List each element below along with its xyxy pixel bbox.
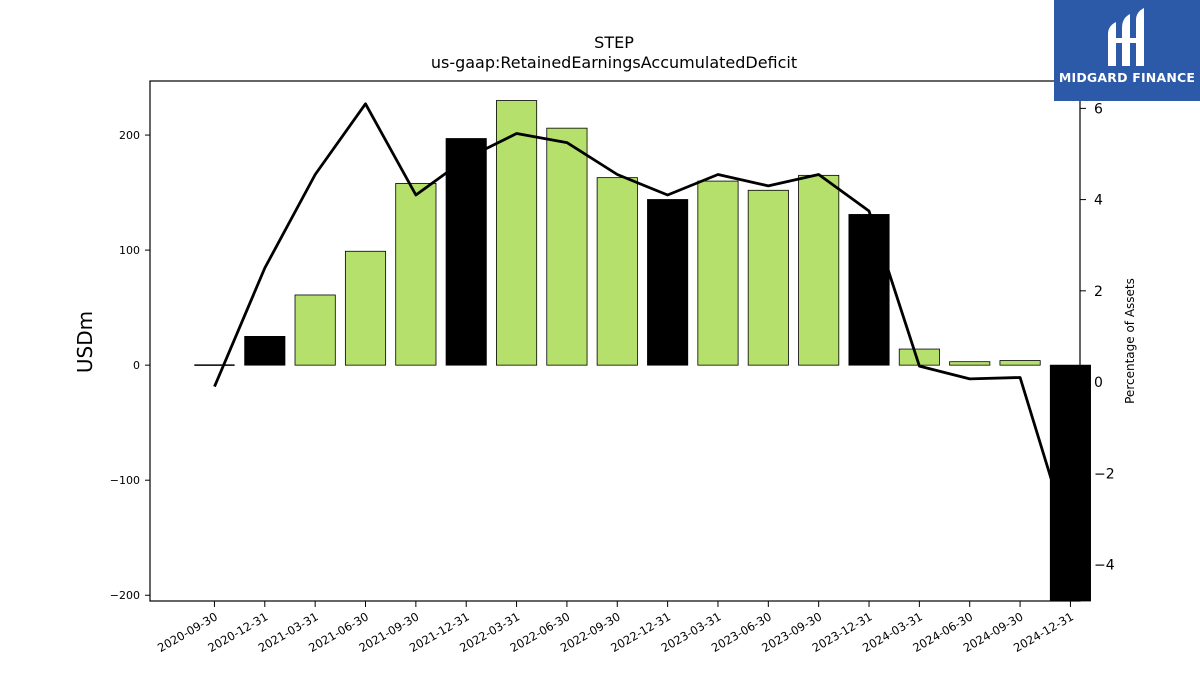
bar xyxy=(747,189,789,366)
y-tick-label-right: −2 xyxy=(1094,466,1115,482)
y-tick-label-left: 100 xyxy=(119,244,140,257)
logo-text: MIDGARD FINANCE xyxy=(1058,70,1196,85)
y-tick-label-left: −100 xyxy=(110,474,140,487)
percentage-line xyxy=(213,102,1072,543)
bar xyxy=(697,180,739,366)
bar xyxy=(395,182,437,366)
plot-frame xyxy=(149,80,1081,602)
chart-subtitle: us-gaap:RetainedEarningsAccumulatedDefic… xyxy=(431,53,797,72)
bar xyxy=(647,199,689,366)
axes: −200−1000100200−4−202462020-09-302020-12… xyxy=(110,80,1115,655)
y-tick-label-right: 4 xyxy=(1094,193,1103,209)
bar xyxy=(798,174,840,366)
chart-title: STEP xyxy=(594,33,634,52)
bar xyxy=(344,250,387,366)
bar xyxy=(445,138,487,366)
bar xyxy=(949,361,991,366)
bar xyxy=(546,127,588,366)
bar xyxy=(496,100,538,366)
brand-logo: MIDGARD FINANCE xyxy=(1054,0,1200,101)
bar xyxy=(294,294,336,366)
midgard-logo-icon xyxy=(1108,8,1144,66)
y-tick-label-left: 200 xyxy=(119,129,140,142)
bar xyxy=(244,335,286,366)
bar xyxy=(999,360,1041,366)
y-axis-label-left: USDm xyxy=(73,311,97,373)
bar-series xyxy=(194,100,1091,602)
y-tick-label-right: 0 xyxy=(1094,375,1103,391)
bar xyxy=(596,177,638,366)
y-tick-label-left: −200 xyxy=(110,589,140,602)
y-axis-label-right: Percentage of Assets xyxy=(1123,278,1137,404)
y-tick-label-right: 6 xyxy=(1094,101,1103,117)
y-tick-label-left: 0 xyxy=(133,359,140,372)
y-tick-label-right: 2 xyxy=(1094,284,1103,300)
y-tick-label-right: −4 xyxy=(1094,558,1115,574)
bar xyxy=(1049,364,1091,602)
line-series xyxy=(213,102,1072,543)
bar xyxy=(848,214,890,366)
